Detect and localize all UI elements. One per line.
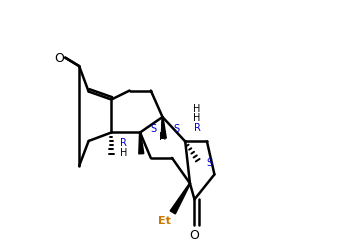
Text: H: H — [193, 103, 201, 113]
Polygon shape — [161, 118, 166, 139]
Text: H: H — [193, 112, 201, 122]
Polygon shape — [170, 184, 191, 214]
Text: H: H — [120, 148, 127, 158]
Text: H: H — [159, 132, 166, 141]
Text: O: O — [190, 228, 199, 241]
Polygon shape — [139, 133, 144, 154]
Text: R: R — [120, 138, 127, 148]
Text: S: S — [206, 157, 213, 167]
Text: S: S — [150, 124, 156, 134]
Text: O: O — [55, 52, 65, 65]
Text: R: R — [194, 122, 200, 132]
Text: Et: Et — [158, 215, 171, 225]
Text: S: S — [173, 124, 179, 134]
